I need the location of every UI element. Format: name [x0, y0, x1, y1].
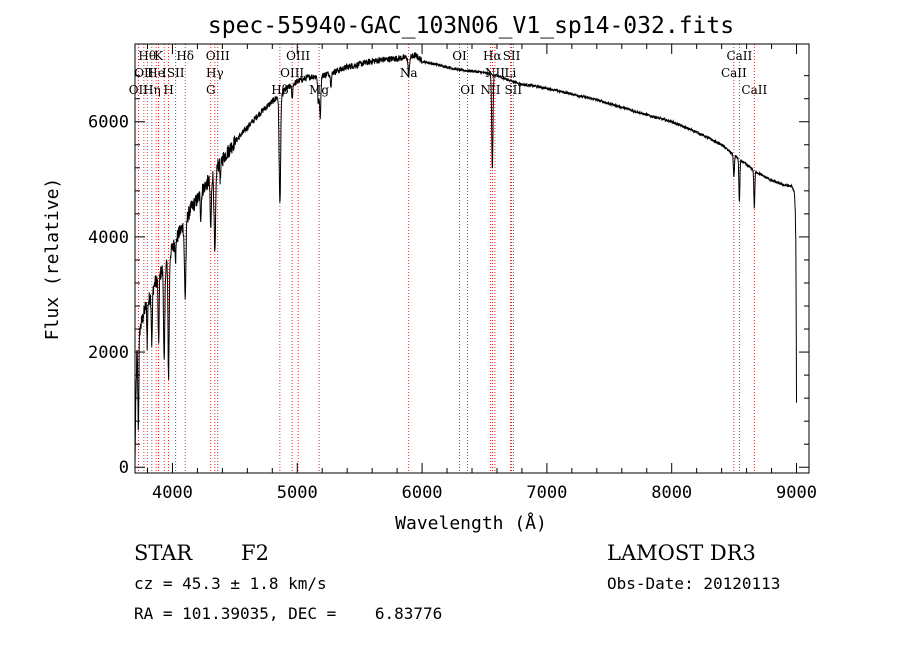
marker-label: CaII — [721, 66, 747, 80]
marker-label: Hη — [143, 83, 161, 97]
marker-label: H — [163, 83, 173, 97]
marker-lines — [137, 44, 755, 473]
marker-label: NII — [480, 83, 500, 97]
x-axis: 4000 5000 6000 7000 8000 9000 — [146, 44, 817, 503]
x-tick-label: 5000 — [277, 483, 318, 503]
y-tick-label: 0 — [119, 458, 129, 478]
y-tick-label: 4000 — [88, 228, 129, 248]
chart-title: spec-55940-GAC_103N06_V1_sp14-032.fits — [208, 13, 734, 39]
redshift-text: cz = 45.3 ± 1.8 km/s — [134, 574, 327, 593]
marker-label: CaII — [741, 83, 767, 97]
y-axis-label: Flux (relative) — [42, 178, 63, 341]
x-tick-label: 8000 — [651, 483, 692, 503]
marker-label: Mg — [309, 83, 329, 97]
marker-label: OII — [129, 83, 149, 97]
marker-label: OI — [460, 83, 475, 97]
marker-label: Hγ — [206, 66, 224, 80]
marker-label: OIII — [286, 49, 310, 63]
object-class: STAR — [134, 541, 193, 565]
y-axis: 0 2000 4000 6000 — [88, 75, 809, 478]
marker-label: Hα — [483, 49, 502, 63]
marker-label: K — [154, 49, 164, 63]
marker-label: Li — [505, 66, 517, 80]
coords-text: RA = 101.39035, DEC = 6.83776 — [134, 604, 442, 623]
marker-label: SII — [167, 66, 185, 80]
marker-label: He — [147, 66, 165, 80]
x-tick-label: 7000 — [526, 483, 567, 503]
object-subclass: F2 — [241, 541, 269, 565]
y-tick-label: 2000 — [88, 343, 129, 363]
marker-labels: OII OII Hθ Hη He KIH SII Hδ G Hγ OIII Hβ OIII OIII Mg N… — [129, 49, 768, 97]
obs-date: Obs-Date: 20120113 — [607, 574, 780, 593]
marker-label: OI — [452, 49, 467, 63]
marker-label: I — [162, 66, 167, 80]
spectrum-line — [134, 51, 797, 465]
marker-label: G — [206, 83, 216, 97]
x-tick-label: 4000 — [152, 483, 193, 503]
marker-label: SII — [503, 49, 521, 63]
marker-label: Hδ — [176, 49, 194, 63]
marker-label: SII — [504, 83, 522, 97]
plot-frame — [134, 43, 810, 474]
marker-label: CaII — [726, 49, 752, 63]
x-tick-label: 9000 — [776, 483, 817, 503]
marker-label: Hθ — [138, 49, 156, 63]
marker-label: OIII — [206, 49, 230, 63]
y-tick-label: 6000 — [88, 113, 129, 133]
x-axis-label: Wavelength (Å) — [395, 512, 547, 534]
marker-label: OII — [134, 66, 154, 80]
marker-label: OIII — [280, 66, 304, 80]
survey-name: LAMOST DR3 — [607, 541, 756, 565]
x-tick-label: 6000 — [402, 483, 443, 503]
marker-label: Hβ — [271, 83, 288, 97]
